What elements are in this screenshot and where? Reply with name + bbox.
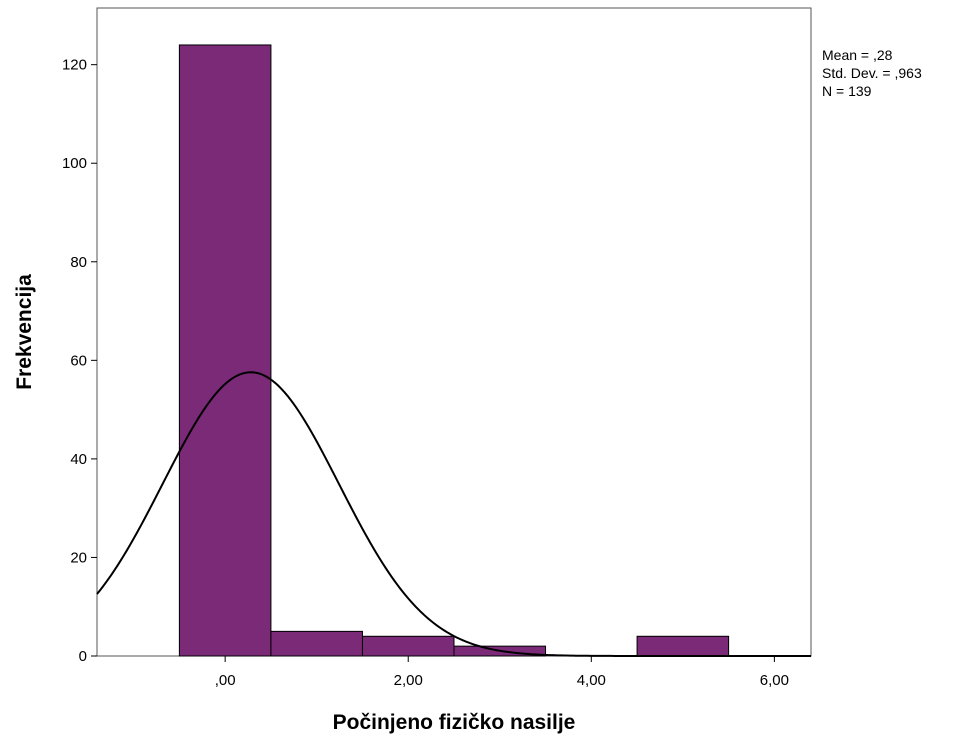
- stats-box: Mean = ,28 Std. Dev. = ,963 N = 139: [822, 47, 922, 99]
- x-tick-label-2: 4,00: [577, 672, 606, 689]
- stats-n: N = 139: [822, 83, 872, 99]
- histogram-bar-0: [178, 44, 272, 657]
- y-tick-label-4: 80: [70, 254, 87, 271]
- y-tick-label-0: 0: [79, 648, 87, 665]
- x-tick-label-3: 6,00: [760, 672, 789, 689]
- bars-layer: [178, 44, 730, 657]
- x-tick-label-1: 2,00: [394, 672, 423, 689]
- histogram-bar-5: [636, 635, 730, 657]
- stats-mean: Mean = ,28: [822, 47, 893, 63]
- y-tick-label-6: 120: [62, 57, 87, 74]
- y-tick-label-2: 40: [70, 451, 87, 468]
- histogram-bar-1: [270, 630, 363, 657]
- x-axis: ,00 2,00 4,00 6,00: [215, 656, 789, 689]
- stats-std-dev: Std. Dev. = ,963: [822, 65, 922, 81]
- histogram-bar-2: [361, 635, 455, 657]
- y-tick-label-1: 20: [70, 549, 87, 566]
- y-axis: 0 20 40 60 80 100 120: [62, 57, 97, 665]
- x-tick-label-0: ,00: [215, 672, 236, 689]
- y-axis-title: Frekvencija: [13, 274, 36, 390]
- y-tick-label-5: 100: [62, 155, 87, 172]
- normal-curve: [96, 371, 811, 657]
- x-axis-title: Počinjeno fizičko nasilje: [333, 711, 576, 734]
- y-tick-label-3: 60: [70, 352, 87, 369]
